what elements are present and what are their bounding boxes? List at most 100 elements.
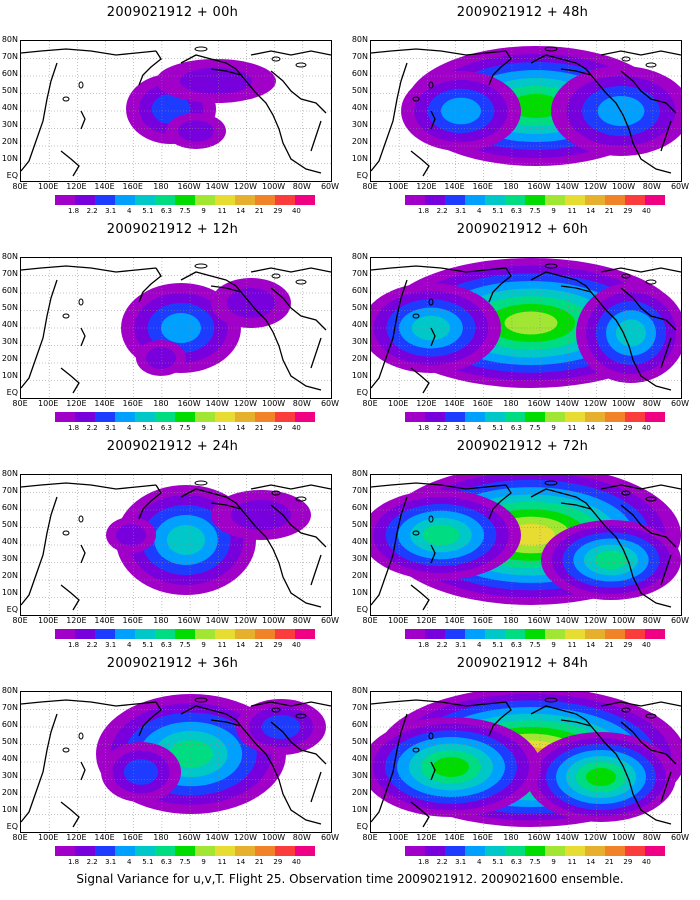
lat-label: EQ [6, 822, 18, 831]
color-bar-label: 4 [477, 641, 482, 649]
color-bar-label: 11 [217, 207, 227, 215]
lat-label: 10N [351, 154, 368, 163]
lon-label: 100W [262, 616, 286, 625]
lon-label: 140W [555, 833, 579, 842]
variance-contour [594, 550, 628, 570]
island-outline [271, 56, 281, 62]
lon-label: 80E [12, 616, 28, 625]
lon-label: 160E [122, 616, 143, 625]
island-outline [78, 81, 84, 89]
lon-label: 160W [527, 833, 551, 842]
color-bar-label: 14 [236, 858, 246, 866]
coastline [180, 705, 322, 825]
island-outline [412, 530, 420, 536]
color-bar-label: 9 [551, 424, 556, 432]
variance-contour [166, 525, 206, 555]
lat-label: 60N [1, 503, 18, 512]
coastline [210, 719, 242, 727]
lon-label: 180 [503, 833, 519, 842]
color-bar-swatch [55, 846, 75, 856]
lat-label: 20N [351, 354, 368, 363]
color-bar-swatch [295, 195, 315, 205]
island-outline [645, 496, 657, 502]
color-bar-label: 21 [604, 641, 614, 649]
color-bar-label: 40 [291, 207, 301, 215]
color-bar-label: 3.1 [455, 207, 467, 215]
color-bar-label: 6.3 [510, 641, 522, 649]
color-bar-swatch [75, 846, 95, 856]
variance-contour [261, 715, 301, 739]
lat-label: 80N [1, 686, 18, 695]
coastline [21, 62, 58, 172]
color-bar-label: 7.5 [179, 424, 191, 432]
lat-label: 70N [351, 703, 368, 712]
color-bar-swatch [155, 846, 175, 856]
lon-label: 80E [12, 399, 28, 408]
lon-label: 160E [472, 182, 493, 191]
island-outline [428, 732, 434, 740]
color-bar-label: 9 [201, 641, 206, 649]
color-bar-swatch [425, 412, 445, 422]
lon-label: 100W [262, 833, 286, 842]
color-bar-swatch [295, 412, 315, 422]
color-bar-swatch [235, 195, 255, 205]
lat-label: 70N [1, 52, 18, 61]
color-bar-label: 9 [201, 858, 206, 866]
map-panel: 2009021912 + 00h 80N 70N 60N 50N 40N 30N 20N 10N… [0, 0, 345, 225]
color-bar-label: 7.5 [529, 424, 541, 432]
color-bar-swatch [255, 629, 275, 639]
color-bar-label: 14 [236, 424, 246, 432]
island-outline [544, 697, 558, 703]
color-bar-label: 11 [567, 207, 577, 215]
lat-label: 30N [1, 337, 18, 346]
panel-title: 2009021912 + 84h [456, 656, 589, 671]
color-bar-swatch [255, 195, 275, 205]
lat-label: EQ [356, 605, 368, 614]
lon-label: 60W [670, 182, 690, 191]
color-bar-swatch [295, 846, 315, 856]
map-panel: 2009021912 + 72h 80N 70N 60N 50N 40N 30N 20N 10N… [350, 434, 695, 659]
variance-contour [504, 311, 558, 335]
color-bar-swatch [425, 846, 445, 856]
island-outline [295, 496, 307, 502]
color-bar [55, 629, 315, 639]
color-bar-swatch [215, 629, 235, 639]
coastline [660, 337, 672, 369]
color-bar-swatch [75, 195, 95, 205]
island-outline [194, 46, 208, 52]
coastline [60, 584, 80, 611]
coastline [310, 554, 322, 586]
color-bar-label: 40 [291, 424, 301, 432]
color-bar-label: 29 [273, 424, 283, 432]
color-bar-swatch [565, 195, 585, 205]
color-bar-label: 4 [127, 207, 132, 215]
island-outline [62, 747, 70, 753]
coastline [60, 150, 80, 177]
lat-label: 10N [351, 371, 368, 380]
color-bar-swatch [275, 846, 295, 856]
color-bar-swatch [465, 846, 485, 856]
color-bar-label: 2.2 [436, 424, 448, 432]
color-bar-swatch [55, 629, 75, 639]
color-bar-swatch [605, 195, 625, 205]
lon-label: 120W [583, 833, 608, 842]
lon-label: 120W [233, 399, 258, 408]
color-bar-swatch [545, 846, 565, 856]
color-bar-swatch [405, 846, 425, 856]
coastline [250, 484, 331, 490]
lon-label: 80E [362, 616, 378, 625]
coastline [660, 554, 672, 586]
color-bar-swatch [625, 412, 645, 422]
color-bar [405, 629, 665, 639]
lat-label: 40N [1, 320, 18, 329]
color-bar-label: 4 [127, 858, 132, 866]
color-bar-label: 7.5 [529, 858, 541, 866]
color-bar-label: 2.2 [86, 858, 98, 866]
color-bar-swatch [565, 629, 585, 639]
lat-label: 50N [351, 303, 368, 312]
island-outline [412, 96, 420, 102]
coastline [60, 367, 80, 394]
color-bar-label: 4 [127, 641, 132, 649]
lon-label: 100E [388, 182, 409, 191]
lat-label: 70N [351, 269, 368, 278]
